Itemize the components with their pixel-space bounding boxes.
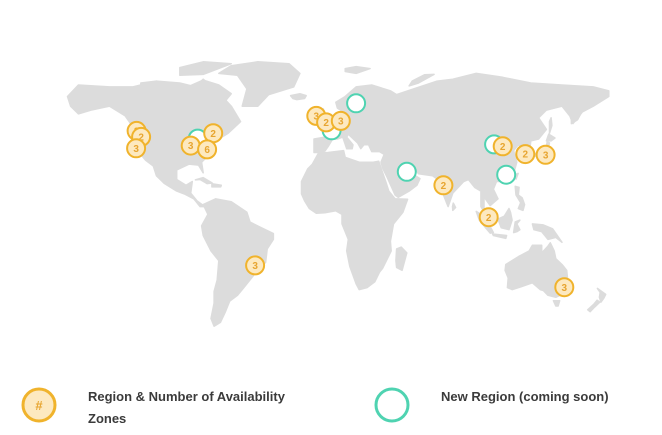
landmass-cuba (194, 176, 213, 185)
region-marker-ap-northeast-1[interactable]: 3 (535, 144, 556, 165)
landmass-sulawesi (512, 219, 521, 234)
legend-new-region-item: New Region (coming soon) (373, 386, 609, 424)
region-marker-circle (245, 255, 266, 276)
landmass-victoria-island (140, 80, 172, 91)
region-az-count: 2 (486, 213, 492, 224)
landmass-tasmania (552, 299, 561, 307)
region-marker-circle (478, 207, 499, 228)
new-region-marker-eu-sweden[interactable] (346, 93, 367, 114)
region-marker-circle (126, 138, 147, 159)
legend-region-symbol: # (35, 398, 43, 413)
new-region-marker-me-south[interactable] (396, 161, 417, 182)
region-az-count: 2 (523, 150, 529, 161)
landmass-africa (300, 149, 409, 291)
region-az-count: 2 (210, 129, 216, 140)
region-marker-ap-south-1[interactable]: 2 (433, 175, 454, 196)
region-az-count: 3 (133, 144, 139, 155)
region-marker-ap-southeast-1[interactable]: 2 (478, 207, 499, 228)
region-az-count: 3 (543, 150, 549, 161)
region-marker-ap-southeast-2[interactable]: 3 (554, 277, 575, 298)
legend-region-label: Region & Number of Availability Zones (88, 389, 285, 426)
landmass-eurasia (313, 72, 610, 221)
region-marker-circle (197, 139, 218, 160)
region-marker-us-east-1[interactable]: 6 (197, 139, 218, 160)
landmass-java (491, 233, 508, 240)
landmass-south-america (200, 198, 275, 327)
region-az-count: 3 (252, 261, 258, 272)
region-marker-circle (515, 144, 536, 165)
landmass-baffin (186, 79, 233, 103)
world-map: 3232363232223233 (66, 61, 610, 327)
landmass-ellesmere (179, 61, 233, 77)
landmass-kamchatka-tip (570, 111, 582, 125)
region-marker-eu-central-1[interactable]: 3 (330, 110, 351, 131)
region-az-count: 2 (441, 181, 447, 192)
region-marker-sa-east-1[interactable]: 3 (245, 255, 266, 276)
region-az-count: 3 (562, 283, 568, 294)
region-az-count: 2 (323, 118, 329, 129)
landmass-greenland (218, 61, 301, 107)
region-az-count: 3 (188, 141, 194, 152)
region-markers: 3232363232223233 (126, 93, 575, 298)
landmass-philippines (514, 185, 526, 212)
new-region-marker-icon (373, 386, 411, 424)
landmass-new-zealand-s (586, 299, 601, 313)
landmass-new-zealand-n (596, 287, 607, 303)
region-marker-us-east-2[interactable]: 3 (180, 135, 201, 156)
region-az-count: 3 (338, 117, 344, 128)
landmass-novaya-zemlya (408, 73, 435, 87)
region-marker-ap-northeast-2[interactable]: 2 (515, 144, 536, 165)
region-marker-circle (330, 110, 351, 131)
region-marker-circle (535, 144, 556, 165)
landmass-iceland (289, 92, 307, 101)
legend-region-item: # Region & Number of Availability Zones (20, 386, 313, 430)
region-az-count: 2 (500, 142, 506, 153)
region-az-count: 3 (314, 112, 320, 123)
legend: # Region & Number of Availability Zones … (0, 380, 662, 435)
region-marker-icon: # (20, 386, 58, 424)
landmass-sri-lanka (451, 202, 457, 212)
region-marker-circle (554, 277, 575, 298)
landmass-hispaniola (211, 183, 223, 188)
region-marker-circle (492, 136, 513, 157)
region-marker-cn-north-1[interactable]: 2 (492, 136, 513, 157)
landmass-hokkaido (545, 133, 556, 142)
region-az-count: 6 (204, 145, 210, 156)
landmass-madagascar (395, 246, 408, 272)
landmass-sakhalin (548, 117, 553, 134)
landmass-svalbard (344, 65, 371, 75)
region-marker-circle (433, 175, 454, 196)
legend-new-region-label: New Region (coming soon) (441, 389, 609, 404)
continents (66, 61, 610, 327)
landmass-new-guinea (531, 223, 563, 244)
landmass-borneo (497, 207, 513, 231)
region-az-count: 2 (138, 133, 144, 144)
region-marker-us-west-1b[interactable]: 3 (126, 138, 147, 159)
new-region-marker-ap-east[interactable] (496, 164, 517, 185)
